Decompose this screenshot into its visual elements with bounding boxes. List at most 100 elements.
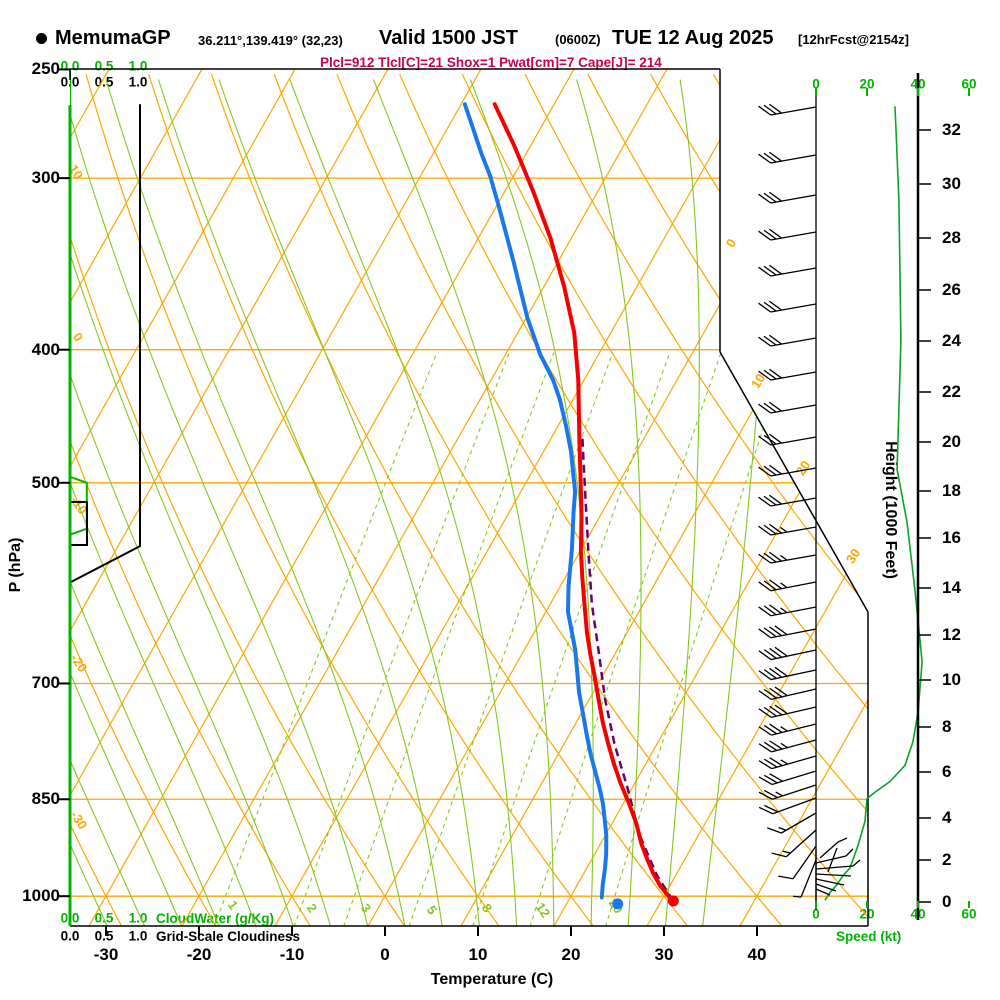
mixing-ratio-line — [343, 352, 555, 926]
temperature-axis-title: Temperature (C) — [430, 971, 554, 988]
isotherm-line — [274, 69, 761, 926]
surface-temperature-dot — [667, 895, 679, 907]
height-axis-label: 10 — [942, 670, 961, 689]
station-bullet-icon — [36, 33, 47, 44]
isotherm-line — [646, 69, 868, 926]
moist-adiabat-line — [575, 79, 642, 926]
temperature-axis-label: 20 — [561, 945, 581, 964]
height-axis-label: 30 — [942, 174, 961, 193]
valid-time: Valid 1500 JST — [379, 27, 518, 49]
height-axis-label: 28 — [942, 228, 961, 247]
dry-adiabat-line — [70, 74, 406, 926]
mixing-ratio-line — [408, 352, 614, 926]
height-axis-label: 12 — [942, 625, 961, 644]
pressure-axis-label: 400 — [31, 339, 60, 359]
cloudiness-profile — [70, 104, 141, 923]
temperature-axis-label: -20 — [186, 945, 212, 964]
station-coords: 36.211°,139.419° (32,23) — [198, 33, 343, 48]
temperature-axis-label: 30 — [654, 945, 674, 964]
dewpoint-curve — [462, 102, 609, 900]
pressure-axis-label: 500 — [31, 472, 60, 492]
height-axis-label: 26 — [942, 280, 961, 299]
height-axis-label: 4 — [942, 808, 952, 827]
moist-adiabat-line — [70, 79, 294, 926]
moist-adiabat-line — [70, 79, 183, 926]
speed-scale-label-bottom: 0 — [812, 906, 820, 922]
dry-adiabat-line — [336, 73, 868, 926]
cloudiness-scale-label: Grid-Scale Cloudiness — [156, 929, 301, 944]
speed-scale-label-top: 20 — [859, 76, 875, 92]
height-axis-label: 8 — [942, 717, 952, 736]
temperature-axis-label: 10 — [468, 945, 488, 964]
isotherm-line — [367, 69, 854, 926]
isotherm-line — [70, 69, 389, 926]
moist-adiabat-line — [664, 79, 700, 926]
mixing-ratio-line — [605, 352, 789, 926]
cloudwater-scale-label: CloudWater (g/Kg) — [156, 911, 274, 926]
height-axis-label: 2 — [942, 850, 952, 869]
surface-dewpoint-dot — [612, 898, 624, 910]
isotherm-line — [70, 69, 110, 926]
height-axis-label: 32 — [942, 120, 961, 139]
isotherm-line — [739, 69, 868, 926]
isotherm-line — [181, 69, 668, 926]
dry-adiabat-line — [461, 73, 868, 926]
dry-adiabat-line — [650, 73, 868, 926]
cloudiness-profile-detail — [70, 501, 88, 546]
dry-adiabat-line — [775, 73, 868, 926]
wind-speed-curve — [824, 106, 923, 901]
height-axis-label: 18 — [942, 481, 961, 500]
cloudiness-scale-tick-top: 1.0 — [128, 74, 148, 90]
moist-adiabat-line — [70, 79, 220, 926]
speed-scale-label-bottom: 60 — [961, 906, 977, 922]
moist-adiabat-line — [105, 79, 406, 926]
height-axis-label: 0 — [942, 892, 952, 911]
height-axis-label: 6 — [942, 762, 952, 781]
wind-barbs — [758, 103, 861, 908]
speed-axis-title: Speed (kt) — [836, 929, 902, 944]
valid-date: TUE 12 Aug 2025 — [612, 27, 774, 49]
mixing-ratio-line — [529, 352, 722, 926]
temperature-axis-label: -10 — [279, 945, 305, 964]
temperature-curve — [492, 102, 676, 903]
isotherm-line — [553, 69, 868, 926]
moist-adiabat-line — [372, 79, 555, 926]
speed-scale-label-top: 60 — [961, 76, 977, 92]
moist-adiabat-line — [70, 79, 369, 926]
isotherm-line — [88, 69, 575, 926]
pressure-axis-label: 1000 — [22, 886, 60, 906]
speed-scale-label-top: 0 — [812, 76, 820, 92]
height-axis-label: 22 — [942, 382, 961, 401]
dry-adiabat-line — [70, 74, 123, 926]
moist-adiabat-line — [218, 79, 480, 926]
temperature-axis-label: 0 — [380, 945, 390, 964]
dry-adiabat-line — [524, 73, 868, 926]
cloudiness-scale-tick-bottom: 0.5 — [94, 928, 114, 944]
valid-time-utc: (0600Z) — [555, 32, 601, 47]
mixing-ratio-line — [293, 352, 510, 926]
pressure-axis-label: 250 — [31, 59, 60, 79]
pressure-axis-label: 700 — [31, 673, 60, 693]
temperature-axis-label: -30 — [93, 945, 119, 964]
isotherm-line — [70, 69, 296, 926]
dry-adiabat-line — [587, 73, 868, 926]
dry-adiabat-line — [148, 74, 595, 926]
sounding-parameters: Plcl=912 Tlcl[C]=21 Shox=1 Pwat[cm]=7 Ca… — [320, 55, 662, 70]
height-axis-label: 24 — [942, 331, 961, 350]
cloudwater-profile — [70, 69, 88, 926]
plot-border — [58, 68, 869, 936]
mixing-ratio-line — [472, 352, 671, 926]
dry-adiabat-line — [70, 74, 217, 926]
cloudiness-scale-tick-bottom: 1.0 — [128, 928, 148, 944]
speed-scale-label-bottom: 20 — [859, 906, 875, 922]
dry-adiabat-line — [85, 74, 500, 926]
dry-adiabat-line — [210, 74, 689, 926]
cloudiness-scale-tick-bottom: 0.0 — [60, 928, 80, 944]
moist-adiabat-line — [0, 80, 33, 927]
moist-adiabat-line — [70, 79, 146, 926]
height-axis-label: 20 — [942, 432, 961, 451]
grid-layer — [0, 69, 868, 927]
parcel-path — [581, 435, 675, 902]
